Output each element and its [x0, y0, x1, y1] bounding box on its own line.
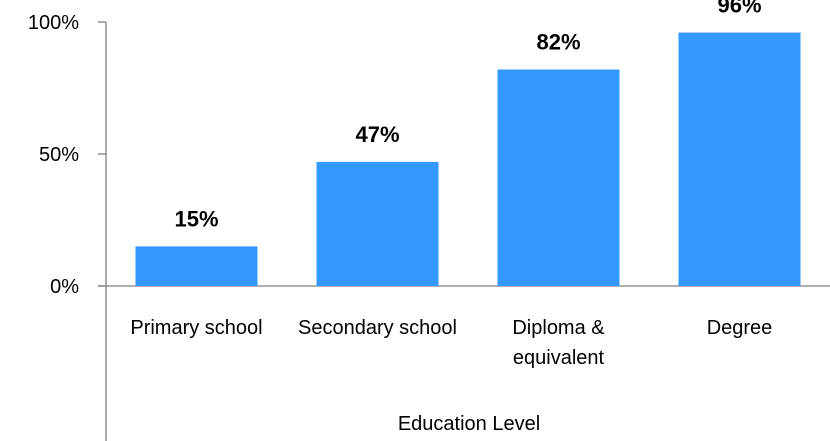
bar [316, 161, 439, 286]
x-tick-label: Diploma & [512, 317, 605, 339]
bar [497, 69, 620, 287]
bar [678, 32, 801, 287]
bar [135, 246, 258, 286]
data-label: 15% [174, 206, 218, 231]
data-label: 96% [717, 0, 761, 18]
x-axis-title: Education Level [398, 413, 540, 435]
y-tick-label: 0% [50, 276, 79, 298]
x-tick-label: equivalent [513, 347, 605, 369]
x-tick-label: Degree [707, 317, 773, 339]
y-tick-label: 50% [39, 144, 79, 166]
labels: 15% Primary school 47% Secondary school 82% D… [130, 0, 772, 369]
bars [135, 32, 801, 287]
x-tick-label: Primary school [130, 317, 262, 339]
data-label: 82% [536, 30, 580, 55]
x-tick-label: Secondary school [298, 317, 457, 339]
y-tick-label: 100% [28, 12, 79, 34]
data-label: 47% [355, 122, 399, 147]
